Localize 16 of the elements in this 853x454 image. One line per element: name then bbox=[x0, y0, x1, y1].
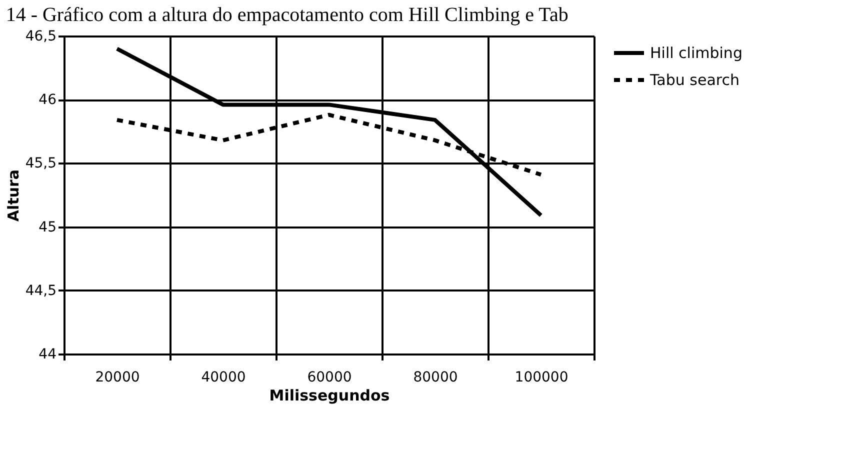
x-tick-label: 20000 bbox=[95, 370, 140, 386]
x-axis-title: Milissegundos bbox=[269, 386, 390, 404]
y-tick-label: 45 bbox=[38, 219, 56, 236]
legend-label: Hill climbing bbox=[650, 44, 742, 62]
x-tick-label: 100000 bbox=[514, 370, 568, 386]
y-tick-label: 45,5 bbox=[25, 156, 56, 172]
x-tick-label: 60000 bbox=[307, 370, 352, 386]
y-tick-label: 44 bbox=[38, 346, 57, 362]
chart-title: 14 - Gráfico com a altura do empacotamento com Hill Climbing e Tab bbox=[6, 4, 568, 26]
x-tick-label: 40000 bbox=[201, 370, 246, 386]
y-tick-label: 46,5 bbox=[25, 28, 56, 44]
y-tick-label: 44,5 bbox=[25, 282, 56, 299]
legend-label: Tabu search bbox=[649, 71, 740, 89]
x-tick-label: 80000 bbox=[413, 370, 458, 386]
y-axis-title: Altura bbox=[4, 169, 22, 222]
y-tick-label: 46 bbox=[38, 92, 57, 108]
